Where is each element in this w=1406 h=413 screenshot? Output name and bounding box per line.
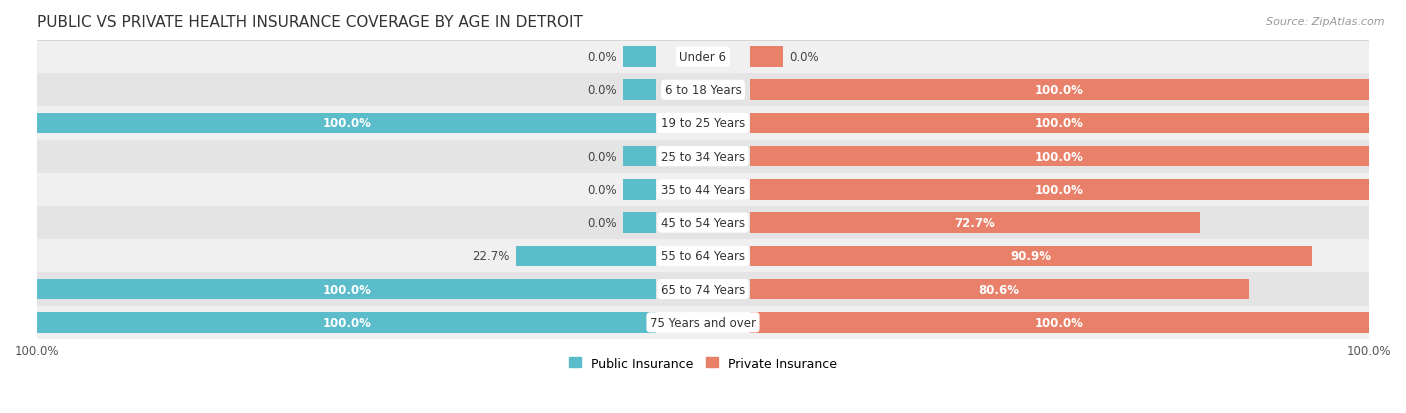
Bar — [37, 240, 1369, 273]
Text: 65 to 74 Years: 65 to 74 Years — [661, 283, 745, 296]
Bar — [516, 246, 657, 266]
Bar — [749, 312, 1369, 333]
Text: 80.6%: 80.6% — [979, 283, 1019, 296]
Bar — [623, 213, 657, 233]
Bar — [749, 213, 1199, 233]
Text: PUBLIC VS PRIVATE HEALTH INSURANCE COVERAGE BY AGE IN DETROIT: PUBLIC VS PRIVATE HEALTH INSURANCE COVER… — [37, 15, 583, 30]
Text: 25 to 34 Years: 25 to 34 Years — [661, 150, 745, 163]
Bar — [749, 180, 1369, 200]
Bar — [749, 279, 1249, 300]
Text: 6 to 18 Years: 6 to 18 Years — [665, 84, 741, 97]
Bar — [37, 206, 1369, 240]
Bar — [37, 173, 1369, 206]
Bar — [749, 147, 1369, 167]
Bar — [37, 41, 1369, 74]
Text: Under 6: Under 6 — [679, 51, 727, 64]
Text: 0.0%: 0.0% — [586, 51, 616, 64]
Bar — [37, 114, 657, 134]
Text: 100.0%: 100.0% — [1035, 84, 1084, 97]
Text: 0.0%: 0.0% — [586, 216, 616, 230]
Text: 100.0%: 100.0% — [322, 283, 371, 296]
Legend: Public Insurance, Private Insurance: Public Insurance, Private Insurance — [564, 352, 842, 375]
Text: 100.0%: 100.0% — [1035, 117, 1084, 130]
Text: 90.9%: 90.9% — [1011, 250, 1052, 263]
Bar — [749, 47, 783, 68]
Text: 72.7%: 72.7% — [955, 216, 995, 230]
Text: 0.0%: 0.0% — [586, 150, 616, 163]
Text: 100.0%: 100.0% — [1035, 316, 1084, 329]
Bar — [749, 80, 1369, 101]
Bar — [37, 279, 657, 300]
Bar — [749, 246, 1312, 266]
Bar — [623, 180, 657, 200]
Bar — [37, 140, 1369, 173]
Text: 100.0%: 100.0% — [1035, 150, 1084, 163]
Bar — [37, 273, 1369, 306]
Text: 0.0%: 0.0% — [586, 84, 616, 97]
Text: 19 to 25 Years: 19 to 25 Years — [661, 117, 745, 130]
Text: 45 to 54 Years: 45 to 54 Years — [661, 216, 745, 230]
Bar — [623, 147, 657, 167]
Bar — [37, 312, 657, 333]
Text: 35 to 44 Years: 35 to 44 Years — [661, 183, 745, 197]
Bar — [37, 107, 1369, 140]
Bar — [749, 114, 1369, 134]
Bar — [623, 47, 657, 68]
Text: 0.0%: 0.0% — [586, 183, 616, 197]
Bar — [623, 80, 657, 101]
Text: 100.0%: 100.0% — [1035, 183, 1084, 197]
Bar — [37, 74, 1369, 107]
Text: 100.0%: 100.0% — [322, 117, 371, 130]
Text: 100.0%: 100.0% — [322, 316, 371, 329]
Bar — [37, 306, 1369, 339]
Text: 55 to 64 Years: 55 to 64 Years — [661, 250, 745, 263]
Text: 22.7%: 22.7% — [472, 250, 509, 263]
Text: 75 Years and over: 75 Years and over — [650, 316, 756, 329]
Text: Source: ZipAtlas.com: Source: ZipAtlas.com — [1267, 17, 1385, 26]
Text: 0.0%: 0.0% — [790, 51, 820, 64]
